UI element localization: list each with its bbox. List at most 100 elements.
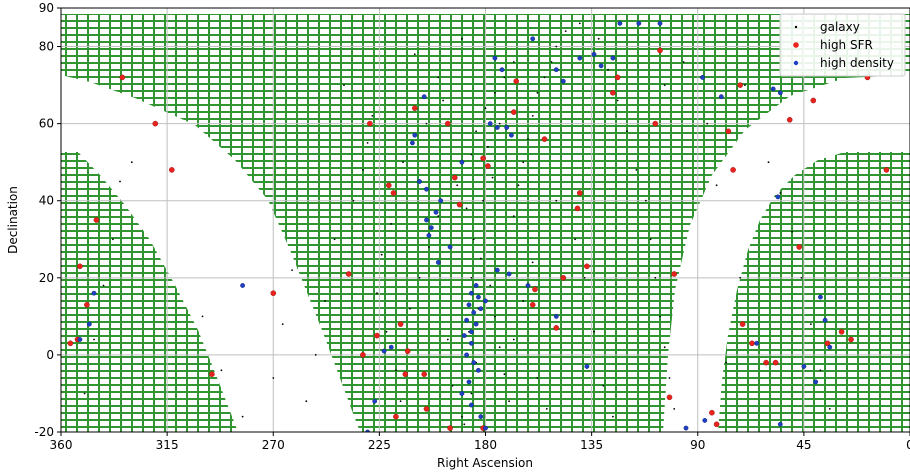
- high-density-point: [508, 132, 514, 138]
- high-density-point: [417, 179, 422, 184]
- high-density-point: [702, 417, 708, 423]
- galaxy-point: [220, 369, 223, 372]
- galaxy-point: [380, 253, 383, 256]
- galaxy-point: [130, 161, 133, 164]
- galaxy-point: [461, 415, 463, 418]
- galaxy-point: [512, 215, 515, 218]
- galaxy-point: [479, 257, 482, 260]
- high-sfr-point: [84, 301, 90, 308]
- high-density-point: [478, 306, 484, 312]
- high-density-point: [487, 121, 493, 127]
- high-sfr-point: [725, 128, 732, 135]
- high-density-point: [700, 75, 705, 80]
- galaxy-point: [663, 346, 666, 349]
- high-density-point: [471, 310, 477, 315]
- high-density-point: [240, 283, 246, 288]
- grid-lines: [61, 8, 910, 432]
- high-sfr-point: [772, 359, 779, 366]
- x-tick-label: 90: [690, 438, 705, 452]
- high-density-point: [424, 217, 429, 223]
- high-sfr-point: [480, 155, 486, 162]
- high-density-point: [657, 20, 663, 26]
- galaxy-point: [512, 61, 515, 63]
- high-sfr-point: [451, 174, 458, 181]
- high-density-point: [610, 55, 616, 61]
- galaxy-point: [451, 384, 454, 387]
- high-density-point: [478, 414, 484, 419]
- galaxy-point: [744, 84, 746, 86]
- galaxy-point: [489, 284, 492, 287]
- high-sfr-point: [402, 371, 409, 378]
- galaxy-point: [456, 184, 459, 187]
- galaxy-point: [428, 246, 430, 248]
- high-density-point: [813, 379, 819, 385]
- legend-label-high-sfr: high SFR: [820, 38, 873, 52]
- galaxy-point: [593, 330, 595, 333]
- high-density-point: [468, 340, 474, 346]
- high-density-point: [525, 283, 531, 288]
- galaxy-point: [583, 276, 586, 279]
- galaxy-point: [649, 238, 652, 241]
- high-sfr-point: [652, 120, 659, 127]
- x-axis-ticks: 360 315 270 225 180 135 90 45 0: [50, 432, 910, 452]
- high-sfr-point: [456, 201, 463, 208]
- high-sfr-point: [824, 340, 831, 347]
- legend-marker-high-density: [793, 60, 799, 66]
- series-galaxy: [83, 22, 831, 426]
- galaxy-point: [366, 142, 369, 144]
- y-tick-label: 40: [39, 194, 54, 208]
- galaxy-point: [555, 45, 558, 48]
- galaxy-point: [437, 76, 440, 79]
- high-sfr-point: [786, 117, 793, 123]
- high-sfr-point: [404, 348, 411, 354]
- galaxy-point: [446, 338, 449, 341]
- galaxy-point: [494, 315, 496, 318]
- galaxy-point: [472, 238, 475, 241]
- high-sfr-point: [883, 167, 890, 173]
- high-sfr-point: [730, 167, 736, 173]
- y-tick-label: 80: [39, 40, 54, 54]
- galaxy-point: [612, 415, 614, 418]
- high-density-point: [468, 402, 474, 408]
- galaxy-point: [654, 276, 657, 279]
- legend-box: [779, 13, 906, 77]
- galaxy-point: [555, 199, 558, 202]
- high-density-point: [409, 140, 415, 146]
- galaxy-point: [395, 369, 397, 372]
- high-density-point: [775, 194, 781, 200]
- high-density-point: [381, 348, 387, 354]
- y-axis-label: Declination: [6, 186, 20, 254]
- galaxy-point: [819, 369, 822, 372]
- y-axis-ticks: -20 0 20 40 60 80 90: [34, 1, 61, 439]
- galaxy-point: [461, 37, 463, 40]
- high-density-point: [827, 344, 833, 350]
- high-sfr-point: [763, 359, 769, 366]
- high-density-point: [466, 302, 472, 308]
- high-sfr-point: [444, 120, 451, 127]
- galaxy-point: [673, 408, 676, 410]
- galaxy-point: [413, 53, 416, 56]
- high-density-point: [466, 379, 472, 385]
- galaxy-point: [508, 400, 510, 403]
- high-density-point: [388, 344, 394, 350]
- galaxy-point: [494, 91, 496, 94]
- galaxy-point: [470, 276, 473, 279]
- galaxy-point: [399, 400, 402, 403]
- high-density-point: [473, 321, 479, 327]
- galaxy-point: [119, 180, 121, 183]
- y-tick-label: 60: [39, 117, 54, 131]
- galaxy-point: [663, 84, 666, 86]
- footprint-south-left: [61, 152, 238, 432]
- x-tick-label: 270: [262, 438, 285, 452]
- galaxy-point: [668, 377, 671, 379]
- high-density-point: [770, 86, 776, 92]
- high-density-point: [86, 321, 92, 327]
- high-density-point: [483, 425, 488, 431]
- galaxy-point: [739, 276, 742, 279]
- galaxy-point: [531, 115, 534, 117]
- high-density-point: [591, 51, 597, 57]
- high-density-point: [617, 20, 623, 26]
- high-sfr-point: [345, 271, 352, 277]
- high-density-point: [435, 259, 441, 265]
- galaxy-point: [536, 91, 539, 94]
